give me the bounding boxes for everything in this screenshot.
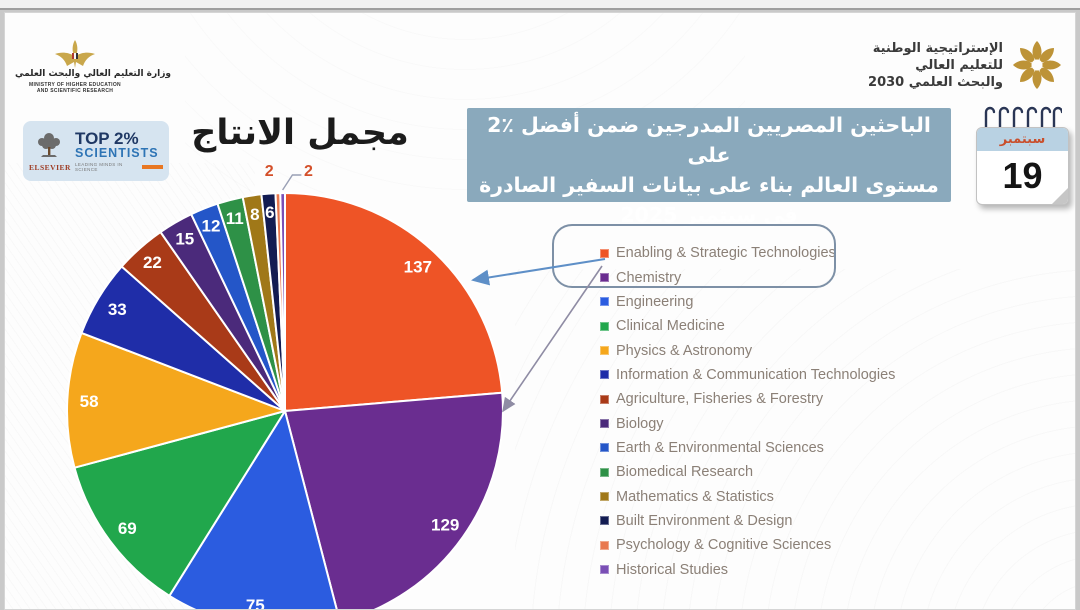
pie-slice-value-label: 2	[265, 163, 274, 180]
strategy-flower-icon	[1013, 41, 1061, 89]
legend-swatch	[600, 516, 609, 526]
legend-label: Historical Studies	[616, 561, 729, 578]
pie-slice-value-label: 129	[431, 515, 459, 534]
arrow-to-chemistry-slice	[502, 265, 603, 413]
pie-slice-physics-astronomy	[66, 331, 289, 469]
headline-line-2: مستوى العالم بناء على بيانات السفير الصا…	[479, 173, 939, 197]
pie-slice-enabling-strategic-technologies	[284, 191, 504, 413]
legend-label: Engineering	[616, 293, 694, 310]
calendar-body: سبتمبر 19	[976, 127, 1069, 205]
pie-slice-value-label: 69	[118, 519, 137, 538]
legend-swatch	[600, 467, 609, 477]
pie-slice-value-label: 8	[250, 205, 259, 224]
calendar-day: 19	[1002, 155, 1043, 196]
pie-slice-chemistry	[283, 391, 504, 609]
chart-legend: Enabling & Strategic Technologies Chemist…	[600, 241, 895, 582]
legend-label: Clinical Medicine	[616, 318, 725, 335]
top2-scientists-badge: ELSEVIER TOP 2% SCIENTISTS LEADING MINDS…	[23, 121, 169, 181]
legend-label: Physics & Astronomy	[616, 342, 753, 359]
top2-orange-mark	[141, 165, 163, 169]
top2-subtitle: SCIENTISTS	[75, 146, 159, 160]
legend-swatch	[600, 273, 609, 283]
pie-slice-value-label: 33	[108, 300, 127, 319]
strategy-logo: الإستراتيجية الوطنية للتعليم العالي والب…	[868, 39, 1063, 91]
legend-swatch	[600, 321, 609, 331]
previous-slide-edge	[0, 0, 1080, 10]
elsevier-tree-icon	[38, 132, 60, 157]
legend-swatch	[600, 370, 609, 380]
presentation-slide: وزارة التعليم العالي والبحث العلمي MINIS…	[4, 12, 1076, 610]
top2-tagline: LEADING MINDS IN SCIENCE	[75, 162, 123, 172]
egypt-eagle-icon	[55, 40, 95, 68]
legend-swatch	[600, 419, 609, 429]
ministry-name-english-2: AND SCIENTIFIC RESEARCH	[36, 88, 114, 94]
legend-label: Biomedical Research	[616, 464, 754, 481]
pie-slice-value-label: 15	[175, 230, 194, 249]
calendar-widget: سبتمبر 19	[976, 106, 1069, 205]
calendar-fold-corner	[1052, 188, 1068, 204]
pie-slice-value-label: 12	[202, 217, 221, 236]
legend-swatch	[600, 565, 609, 575]
strategy-line-3: والبحث العلمي 2030	[868, 74, 1003, 90]
legend-label: Mathematics & Statistics	[616, 488, 774, 505]
top2-title: TOP 2%	[75, 129, 139, 148]
legend-label: Earth & Environmental Sciences	[616, 439, 824, 456]
elsevier-brand: ELSEVIER	[29, 162, 71, 172]
legend-item-biomedical-research: Biomedical Research	[600, 460, 895, 484]
legend-item-information-communication-technologies: Information & Communication Technologies	[600, 363, 895, 387]
legend-swatch	[600, 248, 609, 258]
headline-line-3: في سبتمبر 2025	[620, 203, 798, 227]
pie-slice-historical-studies	[279, 191, 286, 412]
legend-item-chemistry: Chemistry	[600, 265, 895, 289]
legend-label: Built Environment & Design	[616, 512, 793, 529]
pie-label-leader-line	[282, 174, 302, 191]
legend-swatch	[600, 297, 609, 307]
legend-item-physics-astronomy: Physics & Astronomy	[600, 338, 895, 362]
strategy-line-1: الإستراتيجية الوطنية	[872, 40, 1003, 56]
legend-item-biology: Biology	[600, 411, 895, 435]
legend-item-clinical-medicine: Clinical Medicine	[600, 314, 895, 338]
legend-swatch	[600, 540, 609, 550]
pie-slice-value-label: 137	[404, 258, 432, 277]
legend-label: Information & Communication Technologies	[616, 366, 896, 383]
chart-title: مجمل الانتاج	[191, 113, 409, 153]
legend-label: Psychology & Cognitive Sciences	[616, 537, 832, 554]
legend-item-earth-environmental-sciences: Earth & Environmental Sciences	[600, 436, 895, 460]
pie-slice-value-label: 22	[143, 253, 162, 272]
ministry-name-english-1: MINISTRY OF HIGHER EDUCATION	[29, 82, 121, 88]
pie-slice-value-label: 11	[226, 209, 244, 228]
legend-item-historical-studies: Historical Studies	[600, 557, 895, 581]
legend-item-enabling-strategic-technologies: Enabling & Strategic Technologies	[600, 241, 895, 265]
legend-label: Enabling & Strategic Technologies	[616, 245, 836, 262]
calendar-spiral-icon	[984, 106, 1062, 130]
ministry-name-arabic: وزارة التعليم العالي والبحث العلمي	[15, 69, 172, 79]
legend-item-engineering: Engineering	[600, 290, 895, 314]
legend-swatch	[600, 346, 609, 356]
pie-slice-value-label: 58	[80, 392, 99, 411]
legend-item-agriculture-fisheries-forestry: Agriculture, Fisheries & Forestry	[600, 387, 895, 411]
headline-line-1: الباحثين المصريين المدرجين ضمن أفضل ٪2 ع…	[487, 113, 931, 167]
legend-swatch	[600, 443, 609, 453]
ministry-logo: وزارة التعليم العالي والبحث العلمي MINIS…	[15, 39, 172, 94]
calendar-month: سبتمبر	[977, 128, 1068, 151]
legend-item-built-environment-design: Built Environment & Design	[600, 509, 895, 533]
pie-slice-value-label: 75	[246, 596, 265, 610]
legend-swatch	[600, 394, 609, 404]
pie-slice-value-label: 6	[265, 203, 274, 222]
legend-item-psychology-cognitive-sciences: Psychology & Cognitive Sciences	[600, 533, 895, 557]
pie-slice-clinical-medicine	[73, 409, 288, 598]
legend-item-mathematics-statistics: Mathematics & Statistics	[600, 484, 895, 508]
strategy-line-2: للتعليم العالي	[915, 57, 1003, 73]
legend-label: Chemistry	[616, 269, 682, 286]
pie-slice-engineering	[168, 408, 338, 609]
legend-label: Agriculture, Fisheries & Forestry	[616, 391, 824, 408]
legend-swatch	[600, 492, 609, 502]
legend-label: Biology	[616, 415, 664, 432]
headline-box: الباحثين المصريين المدرجين ضمن أفضل ٪2 ع…	[467, 108, 951, 227]
pie-slice-value-label: 2	[304, 163, 313, 180]
